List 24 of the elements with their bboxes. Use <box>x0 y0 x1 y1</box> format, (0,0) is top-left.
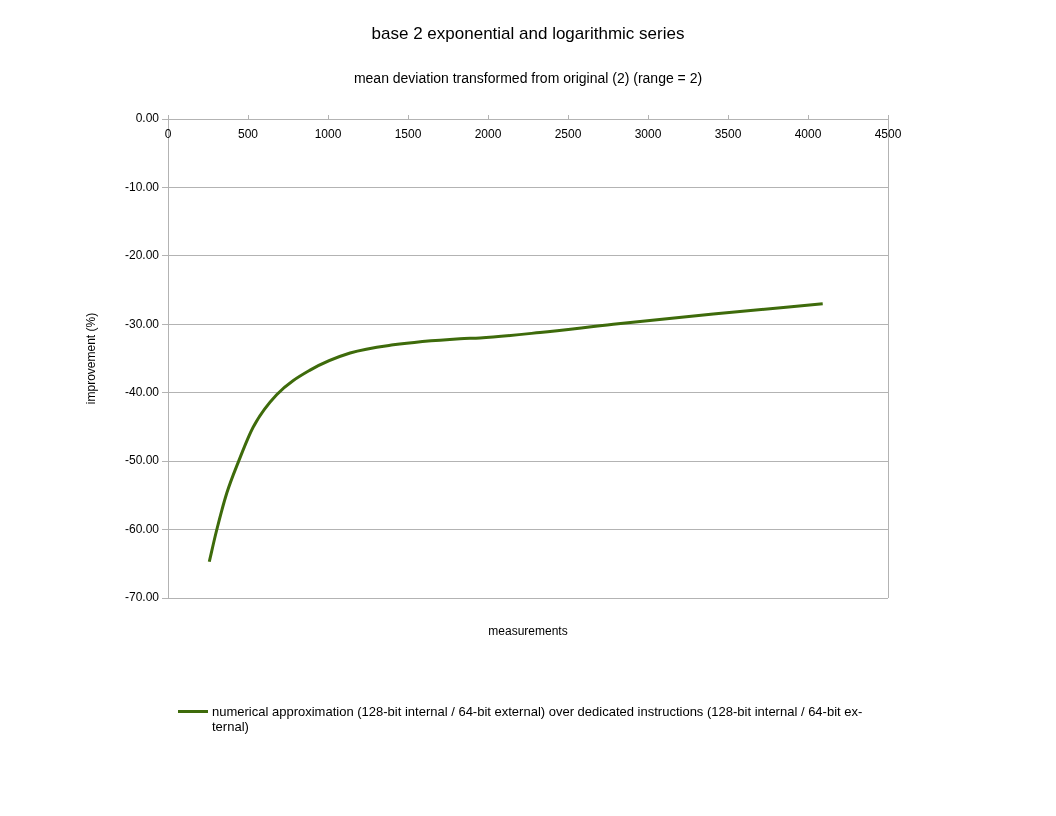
line-series <box>207 302 825 564</box>
x-tick-label: 1000 <box>314 127 342 142</box>
x-tick-label: 2500 <box>554 127 582 142</box>
x-tick-label: 0 <box>164 127 172 142</box>
y-tick-label: -70.00 <box>124 590 160 605</box>
y-tick-label: -40.00 <box>124 385 160 400</box>
x-tick-label: 3500 <box>714 127 742 142</box>
y-tick-label: 0.00 <box>135 111 160 126</box>
legend-label: numerical approximation (128-bit internal / 64-bit external) over dedicated instructions (128-bit internal / 64-bit ex-ternal) <box>212 704 864 734</box>
y-tick-label: -10.00 <box>124 179 160 194</box>
x-axis-title: measurements <box>488 624 568 639</box>
x-tick-label: 500 <box>237 127 259 142</box>
y-tick-label: -60.00 <box>124 521 160 536</box>
x-tick-label: 4500 <box>874 127 902 142</box>
y-tick-label: -30.00 <box>124 316 160 331</box>
x-tick-label: 2000 <box>474 127 502 142</box>
chart-subtitle: mean deviation transformed from original (2) (range = 2) <box>352 70 704 86</box>
y-tick-label: -50.00 <box>124 453 160 468</box>
y-tick-label: -20.00 <box>124 248 160 263</box>
x-tick-label: 1500 <box>394 127 422 142</box>
x-tick-label: 4000 <box>794 127 822 142</box>
chart-title: base 2 exponential and logarithmic series <box>370 24 686 44</box>
x-tick-label: 3000 <box>634 127 662 142</box>
y-axis-title: improvement (%) <box>83 312 98 405</box>
